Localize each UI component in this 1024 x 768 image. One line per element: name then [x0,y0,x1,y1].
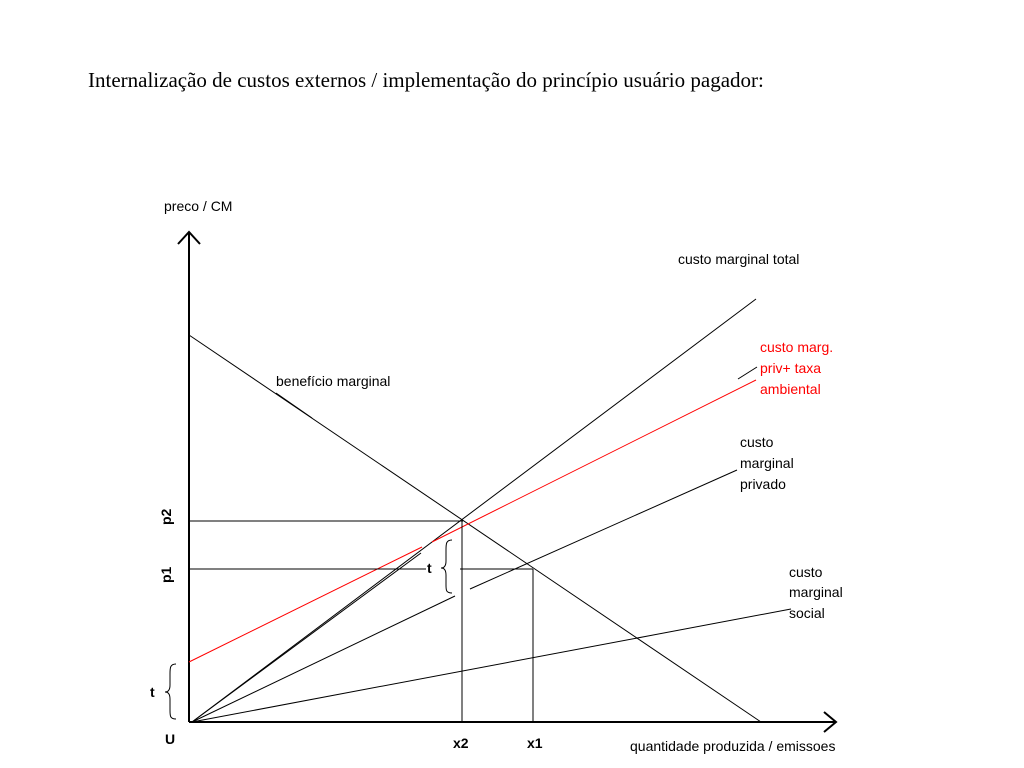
tax-construction-line [191,552,422,723]
t-axis-label: t [150,684,155,700]
custo-marginal-privado-label-line1: custo [740,434,774,450]
axes [177,230,838,733]
custo-marginal-privado-label-line2: marginal [740,455,794,471]
custo-marginal-privado-line [191,595,456,723]
custo-marg-priv-taxa-leader [737,366,758,380]
beneficio-marginal-label: benefício marginal [276,373,390,389]
custo-marg-priv-taxa-label: custo marg. priv+ taxa ambiental [760,339,833,397]
t-brace-gap [440,539,453,594]
y-axis-arrowhead [177,230,201,245]
custo-marginal-privado-line-upper [469,469,738,590]
x1-label: x1 [527,735,543,751]
custo-marginal-total-label: custo marginal total [678,251,799,267]
t-gap-label: t [427,560,432,576]
custo-marg-priv-taxa-label-line1: custo marg. [760,339,833,355]
p1-label: p1 [158,566,174,583]
page-title: Internalização de custos externos / impl… [88,68,764,92]
custo-marginal-total-line [191,298,757,723]
beneficio-marginal-leader [275,392,313,419]
x-axis-arrowhead [823,711,838,733]
t-brace-axis [164,663,177,720]
custo-marginal-privado-label-line3: privado [740,476,786,492]
custo-marg-priv-taxa-line [188,546,423,663]
custo-marg-priv-taxa-label-line2: priv+ taxa [760,360,821,376]
custo-marginal-social-label-line1: custo [789,564,823,580]
guides [189,520,534,722]
y-axis-label: preco / CM [164,198,232,214]
custo-marginal-social-label: custo marginal social [789,564,843,621]
beneficio-marginal-line [188,334,762,723]
tax-curve [188,379,757,663]
custo-marginal-privado-label: custo marginal privado [740,434,794,492]
custo-marginal-social-label-line3: social [789,605,825,621]
curves [188,298,792,723]
x-axis-label: quantidade produzida / emissoes [630,738,835,754]
custo-marginal-social-label-line2: marginal [789,584,843,600]
origin-label: U [165,731,175,747]
custo-marg-priv-taxa-label-line3: ambiental [760,381,821,397]
custo-marginal-social-line [191,608,792,723]
custo-marg-priv-taxa-line-upper [431,379,757,543]
p2-label: p2 [158,508,174,525]
x2-label: x2 [453,735,469,751]
